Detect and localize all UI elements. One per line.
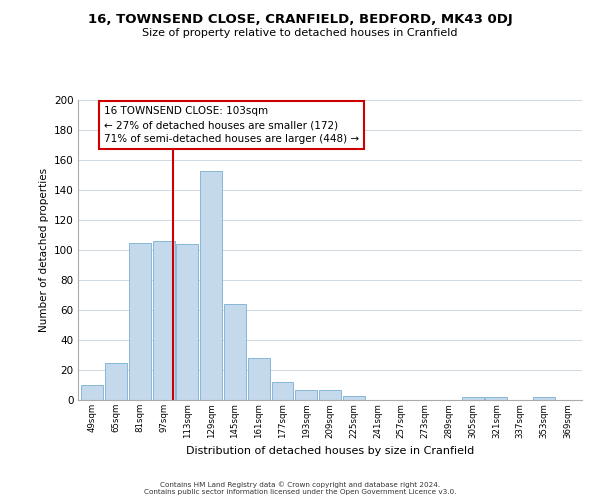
Text: Contains HM Land Registry data © Crown copyright and database right 2024.
Contai: Contains HM Land Registry data © Crown c… [144,482,456,495]
Bar [343,396,365,400]
Bar [248,358,269,400]
Bar [319,390,341,400]
Bar [129,242,151,400]
Text: 16 TOWNSEND CLOSE: 103sqm
← 27% of detached houses are smaller (172)
71% of semi: 16 TOWNSEND CLOSE: 103sqm ← 27% of detac… [104,106,359,144]
X-axis label: Distribution of detached houses by size in Cranfield: Distribution of detached houses by size … [186,446,474,456]
Bar [533,397,555,400]
Bar [295,390,317,400]
Text: Size of property relative to detached houses in Cranfield: Size of property relative to detached ho… [142,28,458,38]
Bar [200,170,222,400]
Bar [105,362,127,400]
Bar [176,244,198,400]
Bar [152,241,175,400]
Text: 16, TOWNSEND CLOSE, CRANFIELD, BEDFORD, MK43 0DJ: 16, TOWNSEND CLOSE, CRANFIELD, BEDFORD, … [88,12,512,26]
Bar [272,382,293,400]
Bar [485,397,508,400]
Y-axis label: Number of detached properties: Number of detached properties [38,168,49,332]
Bar [82,385,103,400]
Bar [462,397,484,400]
Bar [224,304,246,400]
